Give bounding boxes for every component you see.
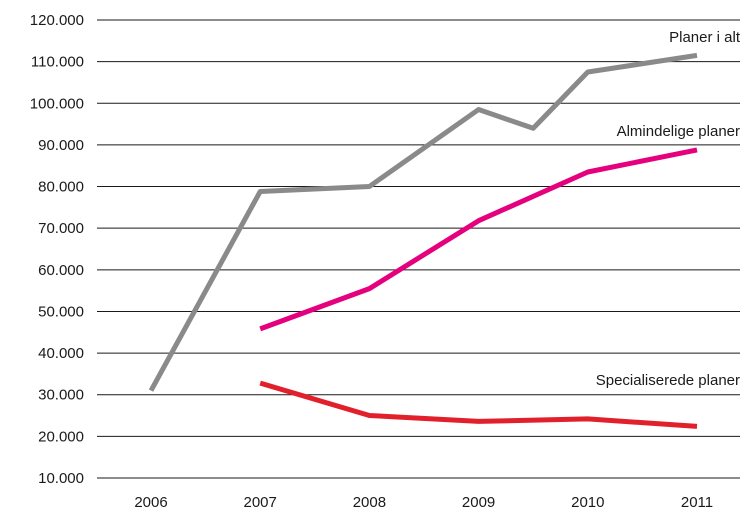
x-tick-label: 2006 bbox=[134, 494, 167, 511]
y-tick-label: 60.000 bbox=[38, 262, 84, 279]
grid-layer bbox=[97, 19, 740, 479]
y-tick-label: 90.000 bbox=[38, 137, 84, 154]
series-label-specialiserede-planer: Specialiserede planer bbox=[596, 372, 740, 389]
series-line-specialiserede-planer bbox=[259, 380, 698, 429]
y-axis: 10.000 20.000 30.000 40.000 50.000 60.000 70.0… bbox=[30, 12, 84, 487]
x-tick-label: 2010 bbox=[571, 494, 604, 511]
y-tick-label: 110.000 bbox=[31, 54, 84, 71]
series-label-planer-i-alt: Planer i alt bbox=[669, 29, 741, 46]
x-tick-label: 2009 bbox=[462, 494, 495, 511]
y-tick-label: 100.000 bbox=[30, 95, 84, 112]
series-line-almindelige-planer bbox=[259, 147, 698, 332]
y-tick-label: 30.000 bbox=[38, 387, 84, 404]
y-tick-label: 20.000 bbox=[38, 428, 84, 445]
x-tick-label: 2011 bbox=[681, 494, 713, 511]
y-tick-label: 40.000 bbox=[38, 345, 84, 362]
x-tick-label: 2008 bbox=[353, 494, 386, 511]
y-tick-label: 10.000 bbox=[38, 470, 84, 487]
y-tick-label: 70.000 bbox=[38, 220, 84, 237]
series-layer bbox=[148, 52, 698, 429]
series-labels: Planer i alt Almindelige planer Specialise… bbox=[596, 29, 741, 389]
series-line-planer-i-alt bbox=[148, 52, 698, 392]
series-label-almindelige-planer: Almindelige planer bbox=[617, 123, 740, 140]
y-tick-label: 120.000 bbox=[30, 12, 84, 29]
y-tick-label: 50.000 bbox=[38, 303, 84, 320]
x-tick-label: 2007 bbox=[244, 494, 277, 511]
x-axis: 2006 2007 2008 2009 2010 2011 bbox=[134, 494, 713, 511]
y-tick-label: 80.000 bbox=[38, 179, 84, 196]
